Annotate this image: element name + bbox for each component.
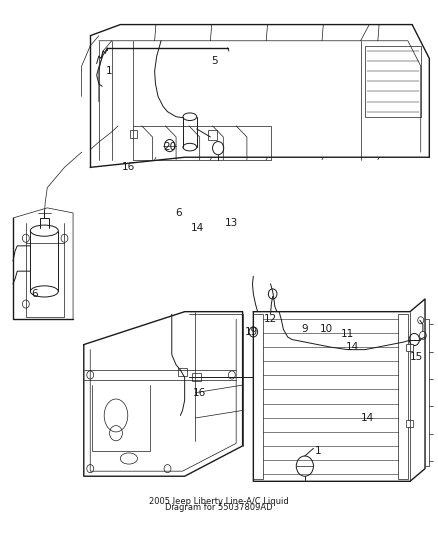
Text: 14: 14 [346, 342, 359, 352]
Text: 1: 1 [314, 446, 321, 456]
Text: 13: 13 [225, 218, 239, 228]
Text: 20: 20 [163, 142, 176, 152]
Text: 5: 5 [212, 56, 218, 66]
Text: 12: 12 [264, 314, 277, 324]
Text: 14: 14 [360, 413, 374, 423]
Text: 1: 1 [106, 66, 113, 76]
Text: 16: 16 [122, 163, 135, 172]
Text: Diagram for 55037809AD: Diagram for 55037809AD [165, 503, 273, 512]
Text: 6: 6 [175, 208, 181, 218]
Text: 10: 10 [320, 325, 333, 334]
Text: 9: 9 [301, 325, 308, 334]
Text: 15: 15 [410, 352, 423, 362]
Text: 19: 19 [244, 327, 258, 337]
Bar [365, 46, 421, 117]
Text: 14: 14 [191, 223, 204, 233]
Text: 16: 16 [193, 387, 206, 398]
Bar [406, 419, 413, 426]
Bar [178, 368, 187, 376]
Text: 2005 Jeep Liberty Line-A/C Liquid: 2005 Jeep Liberty Line-A/C Liquid [149, 497, 289, 506]
Bar [253, 314, 263, 479]
Bar [208, 131, 217, 140]
Bar [399, 314, 408, 479]
Bar [130, 130, 138, 138]
Bar [192, 373, 201, 381]
Text: 11: 11 [341, 329, 354, 340]
Text: 6: 6 [31, 289, 38, 299]
Bar [406, 344, 413, 351]
